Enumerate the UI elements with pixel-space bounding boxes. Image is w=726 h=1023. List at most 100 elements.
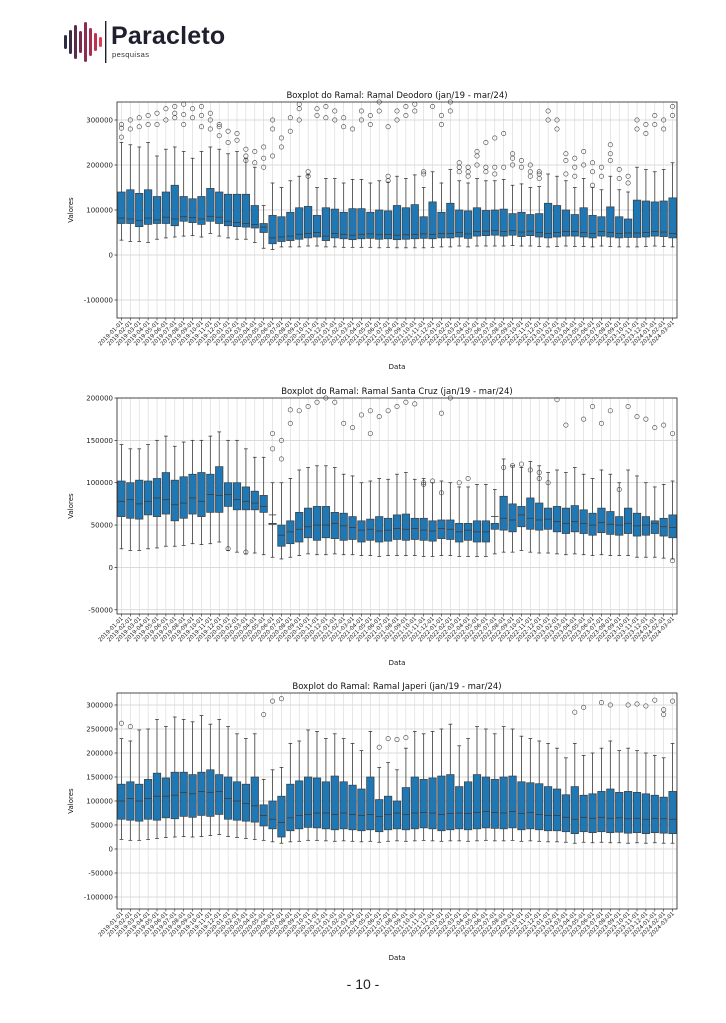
outlier-point xyxy=(438,121,444,127)
y-axis-label: Valores xyxy=(67,493,75,519)
box xyxy=(250,205,259,229)
boxplot-ramal-santa-cruz: Boxplot do Ramal: Ramal Santa Cruz (jan/… xyxy=(60,382,680,668)
box xyxy=(375,799,384,833)
boxes xyxy=(117,696,677,844)
box xyxy=(384,210,393,240)
box xyxy=(650,201,659,237)
box xyxy=(197,472,206,517)
box xyxy=(410,204,419,240)
box xyxy=(508,213,517,236)
outlier-point xyxy=(243,146,249,152)
outlier-point xyxy=(598,700,604,706)
box xyxy=(295,780,304,830)
box xyxy=(215,466,224,513)
outlier-point xyxy=(465,475,471,481)
outlier-point xyxy=(536,475,542,481)
outlier-point xyxy=(652,121,658,127)
outlier-point xyxy=(136,124,142,130)
outlier-point xyxy=(625,403,631,409)
outlier-point xyxy=(652,425,658,431)
outlier-point xyxy=(572,155,578,161)
box xyxy=(455,786,464,830)
outlier-point xyxy=(270,698,276,704)
outlier-point xyxy=(661,422,667,428)
box xyxy=(526,782,535,830)
box xyxy=(312,506,322,541)
y-tick-label: -100000 xyxy=(84,894,113,902)
box xyxy=(268,800,277,830)
box xyxy=(277,524,286,547)
box xyxy=(126,781,135,821)
y-axis-label: Valores xyxy=(67,197,75,223)
box xyxy=(552,506,562,533)
outlier-point xyxy=(287,420,293,426)
outlier-point xyxy=(332,108,338,114)
box xyxy=(348,516,357,540)
outlier-point xyxy=(216,121,222,127)
outlier-point xyxy=(456,480,462,486)
outlier-point xyxy=(358,412,364,418)
y-tick-label: -50000 xyxy=(88,606,113,614)
box xyxy=(366,211,375,239)
box xyxy=(472,774,482,830)
box xyxy=(597,216,606,237)
outlier-point xyxy=(518,461,524,467)
outlier-point xyxy=(670,698,676,704)
outlier-point xyxy=(385,124,391,130)
outlier-point xyxy=(510,162,516,168)
outlier-point xyxy=(670,431,676,437)
outlier-point xyxy=(616,167,622,173)
outlier-point xyxy=(492,135,498,141)
box xyxy=(321,207,330,241)
box xyxy=(428,201,437,240)
outlier-point xyxy=(607,151,613,157)
box xyxy=(579,207,588,238)
outlier-point xyxy=(358,108,364,114)
outlier-point xyxy=(474,148,480,154)
chart-title: Boxplot do Ramal: Ramal Santa Cruz (jan/… xyxy=(281,387,513,397)
outlier-point xyxy=(590,403,596,409)
outlier-point xyxy=(341,420,347,426)
box xyxy=(232,482,242,511)
box xyxy=(117,783,126,820)
outlier-point xyxy=(163,106,169,112)
outlier-point xyxy=(598,420,604,426)
outlier-point xyxy=(492,171,498,177)
outlier-point xyxy=(296,408,302,414)
box xyxy=(330,775,339,831)
box xyxy=(490,523,499,530)
box xyxy=(401,513,410,541)
box xyxy=(152,196,162,224)
outlier-point xyxy=(501,164,507,170)
outlier-point xyxy=(590,160,596,166)
box xyxy=(588,512,597,536)
box xyxy=(579,794,588,833)
outlier-point xyxy=(190,106,196,112)
outlier-point xyxy=(145,112,151,118)
outlier-point xyxy=(518,164,524,170)
outlier-point xyxy=(198,112,204,118)
box xyxy=(499,776,508,830)
outlier-point xyxy=(456,160,462,166)
box xyxy=(366,776,375,831)
outlier-point xyxy=(261,155,267,161)
outlier-point xyxy=(438,112,444,118)
outlier-point xyxy=(598,164,604,170)
box xyxy=(570,786,579,834)
outlier-point xyxy=(323,103,329,109)
outlier-point xyxy=(616,176,622,182)
box xyxy=(535,783,544,831)
outlier-point xyxy=(625,702,631,708)
outlier-point xyxy=(278,135,284,141)
outlier-point xyxy=(447,108,453,114)
outlier-point xyxy=(403,399,409,405)
box xyxy=(286,211,295,241)
outlier-point xyxy=(421,481,427,487)
box xyxy=(526,497,535,530)
outlier-point xyxy=(225,128,231,134)
outlier-point xyxy=(270,431,276,437)
outlier-point xyxy=(625,180,631,186)
y-tick-label: 0 xyxy=(109,846,113,854)
box xyxy=(384,795,393,831)
outlier-point xyxy=(118,125,124,131)
